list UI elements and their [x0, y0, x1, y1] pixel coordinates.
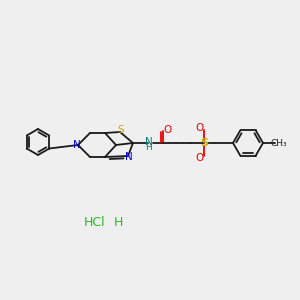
Text: S: S: [200, 138, 208, 148]
Text: N: N: [145, 137, 153, 147]
Text: H: H: [113, 215, 123, 229]
Text: O: O: [195, 123, 203, 133]
Text: N: N: [73, 140, 81, 150]
Text: N: N: [125, 152, 133, 162]
Text: S: S: [118, 125, 124, 135]
Text: CH₃: CH₃: [271, 139, 287, 148]
Text: O: O: [164, 125, 172, 135]
Text: H: H: [146, 142, 152, 152]
Text: O: O: [195, 153, 203, 163]
Text: HCl: HCl: [84, 215, 106, 229]
